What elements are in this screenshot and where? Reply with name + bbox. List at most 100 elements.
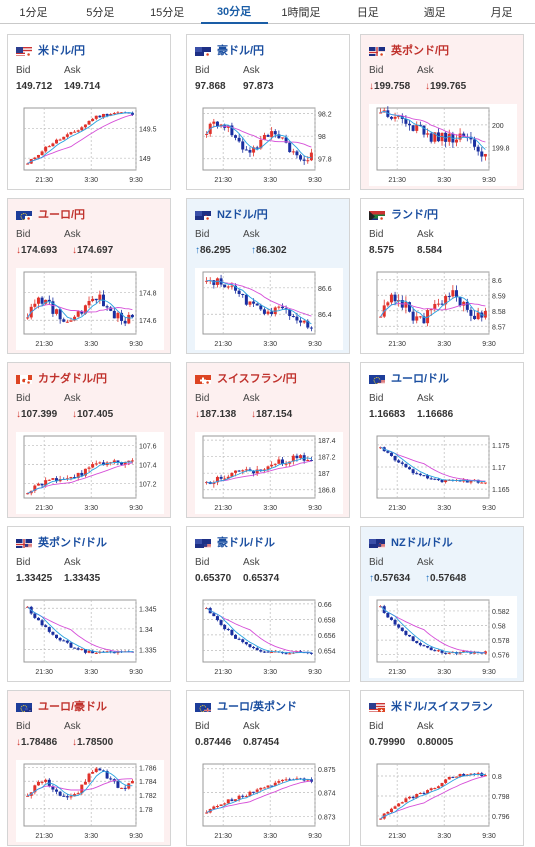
currency-pair-link[interactable]: ユーロ/豪ドル — [38, 701, 108, 713]
currency-card[interactable]: 英ポンド/円 Bid Ask ↓199.758 ↓199.765 200 199.8 21:3… — [360, 34, 524, 190]
mini-candlestick-chart[interactable]: 200 199.8 21:30 3:30 9:30 — [369, 104, 517, 186]
candle-body — [262, 469, 266, 471]
candle-body — [83, 305, 87, 314]
currency-card[interactable]: 米ドル/円 Bid Ask 149.712 149.714 149.5 149 21:30 3:… — [7, 34, 171, 190]
tab-2[interactable]: 15分足 — [150, 7, 185, 19]
currency-pair-link[interactable]: 英ポンド/ドル — [38, 537, 108, 549]
candle-body — [223, 284, 227, 288]
candle-body — [451, 290, 455, 297]
candle-body — [473, 139, 477, 147]
y-tick-label: 0.8 — [492, 774, 502, 781]
y-tick-label: 107.6 — [139, 444, 157, 451]
mini-candlestick-chart[interactable]: 0.875 0.874 0.873 21:30 3:30 9:30 — [195, 760, 343, 842]
mini-candlestick-chart[interactable]: 149.5 149 21:30 3:30 9:30 — [16, 104, 164, 186]
x-tick-label: 3:30 — [437, 833, 451, 840]
currency-card[interactable]: 英ポンド/ドル Bid Ask 1.33425 1.33435 1.345 1.34 1.33… — [7, 526, 171, 682]
mini-candlestick-chart[interactable]: 0.582 0.58 0.578 0.576 21:30 3:30 9:30 — [369, 596, 517, 678]
tab-1[interactable]: 5分足 — [86, 7, 115, 19]
currency-pair-link[interactable]: ランド/円 — [391, 209, 439, 221]
card-header: 米ドル/円 — [16, 43, 85, 57]
mini-candlestick-chart[interactable]: 174.8 174.6 21:30 3:30 9:30 — [16, 268, 164, 350]
currency-card[interactable]: 豪ドル/ドル Bid Ask 0.65370 0.65374 0.66 0.658 0.656… — [186, 526, 350, 682]
currency-pair-link[interactable]: 豪ドル/円 — [217, 45, 265, 57]
x-tick-label: 21:30 — [35, 177, 53, 184]
candle-body — [47, 479, 51, 481]
ask-value: 0.65374 — [243, 573, 279, 584]
currency-pair-link[interactable]: 米ドル/円 — [38, 45, 86, 57]
x-tick-label: 21:30 — [214, 341, 232, 348]
ask-number: 1.33435 — [64, 573, 101, 584]
tab-0[interactable]: 1分足 — [19, 7, 48, 19]
candle-body — [112, 652, 116, 654]
x-tick-label: 21:30 — [388, 669, 406, 676]
currency-card[interactable]: カナダドル/円 Bid Ask ↓107.399 ↓107.405 107.6 107.4 1… — [7, 362, 171, 518]
x-tick-label: 9:30 — [129, 833, 143, 840]
bid-label: Bid — [16, 557, 31, 568]
y-tick-label: 8.57 — [492, 324, 506, 331]
mini-candlestick-chart[interactable]: 8.6 8.59 8.58 8.57 21:30 3:30 9:30 — [369, 268, 517, 350]
tab-3[interactable]: 30分足 — [200, 0, 268, 24]
currency-card[interactable]: NZドル/ドル Bid Ask ↑0.57634 ↑0.57648 0.582 0.58 0.… — [360, 526, 524, 682]
candle-body — [408, 634, 412, 637]
candle-body — [483, 775, 487, 777]
mini-candlestick-chart[interactable]: 107.6 107.4 107.2 21:30 3:30 9:30 — [16, 432, 164, 514]
ask-label: Ask — [417, 557, 434, 568]
candle-body — [98, 768, 102, 771]
currency-card[interactable]: スイスフラン/円 Bid Ask ↓187.138 ↓187.154 187.4 187.2… — [186, 362, 350, 518]
currency-card[interactable]: ランド/円 Bid Ask 8.575 8.584 8.6 8.59 8.58 8.57 21:3… — [360, 198, 524, 354]
candle-body — [462, 774, 466, 776]
currency-pair-link[interactable]: 豪ドル/ドル — [217, 537, 276, 549]
timeframe-tabs: 1分足 5分足 15分足 30分足 1時間足 日足 週足 月足 — [0, 0, 535, 24]
currency-pair-link[interactable]: ユーロ/円 — [38, 209, 86, 221]
currency-pair-link[interactable]: 米ドル/スイスフラン — [391, 701, 493, 713]
currency-pair-link[interactable]: ユーロ/英ポンド — [217, 701, 298, 713]
currency-pair-link[interactable]: カナダドル/円 — [38, 373, 108, 385]
candle-body — [462, 133, 466, 137]
currency-card[interactable]: ユーロ/英ポンド Bid Ask 0.87446 0.87454 0.875 0.874 0.… — [186, 690, 350, 846]
mini-candlestick-chart[interactable]: 0.8 0.798 0.796 21:30 3:30 9:30 — [369, 760, 517, 842]
candle-body — [288, 653, 292, 655]
tab-5[interactable]: 日足 — [356, 7, 379, 19]
currency-pair-link[interactable]: 英ポンド/円 — [391, 45, 450, 57]
currency-pair-link[interactable]: ユーロ/ドル — [391, 373, 450, 385]
long-moving-average-line — [380, 605, 486, 653]
y-tick-label: 187 — [318, 471, 330, 478]
bid-number: 86.295 — [200, 245, 231, 256]
x-tick-label: 21:30 — [35, 669, 53, 676]
chart-svg: 0.8 0.798 0.796 21:30 3:30 9:30 — [369, 760, 517, 842]
candle-body — [252, 147, 256, 153]
mini-candlestick-chart[interactable]: 1.786 1.784 1.782 1.78 21:30 3:30 9:30 — [16, 760, 164, 842]
candle-body — [234, 135, 238, 138]
mini-candlestick-chart[interactable]: 98.2 98 97.8 21:30 3:30 9:30 — [195, 104, 343, 186]
currency-card[interactable]: 豪ドル/円 Bid Ask 97.868 97.873 98.2 98 97.8 21:30 3:… — [186, 34, 350, 190]
x-tick-label: 3:30 — [84, 669, 98, 676]
candle-body — [226, 629, 230, 631]
mini-candlestick-chart[interactable]: 1.175 1.17 1.165 21:30 3:30 9:30 — [369, 432, 517, 514]
candle-body — [411, 469, 415, 474]
ask-value: 149.714 — [64, 81, 100, 92]
bid-label: Bid — [369, 65, 384, 76]
currency-card[interactable]: ユーロ/円 Bid Ask ↓174.693 ↓174.697 174.8 174.6 21:… — [7, 198, 171, 354]
tab-6[interactable]: 週足 — [423, 7, 446, 19]
currency-card[interactable]: NZドル/円 Bid Ask ↑86.295 ↑86.302 86.6 86.4 21:30 3… — [186, 198, 350, 354]
currency-pair-link[interactable]: NZドル/円 — [217, 209, 268, 221]
currency-pair-link[interactable]: NZドル/ドル — [391, 537, 453, 549]
mini-candlestick-chart[interactable]: 86.6 86.4 21:30 3:30 9:30 — [195, 268, 343, 350]
short-moving-average-line — [27, 299, 133, 321]
mini-candlestick-chart[interactable]: 187.4 187.2 187 186.8 21:30 3:30 9:30 — [195, 432, 343, 514]
currency-card[interactable]: 米ドル/スイスフラン Bid Ask 0.79990 0.80005 0.8 0.798 0.… — [360, 690, 524, 846]
candle-body — [76, 130, 80, 132]
currency-pair-link[interactable]: スイスフラン/円 — [217, 373, 297, 385]
ask-label: Ask — [417, 393, 434, 404]
ask-value: ↓199.765 — [425, 81, 466, 92]
mini-candlestick-chart[interactable]: 0.66 0.658 0.656 0.654 21:30 3:30 9:30 — [195, 596, 343, 678]
candle-body — [386, 612, 390, 618]
candle-body — [215, 121, 219, 127]
tab-4[interactable]: 1時間足 — [281, 7, 321, 19]
currency-card[interactable]: ユーロ/ドル Bid Ask 1.16683 1.16686 1.175 1.17 1.165… — [360, 362, 524, 518]
currency-card[interactable]: ユーロ/豪ドル Bid Ask ↓1.78486 ↓1.78500 1.786 1.784 1… — [7, 690, 171, 846]
trend-arrow-icon: ↓ — [16, 737, 21, 748]
mini-candlestick-chart[interactable]: 1.345 1.34 1.335 21:30 3:30 9:30 — [16, 596, 164, 678]
candle-body — [123, 320, 127, 324]
tab-7[interactable]: 月足 — [490, 7, 513, 19]
